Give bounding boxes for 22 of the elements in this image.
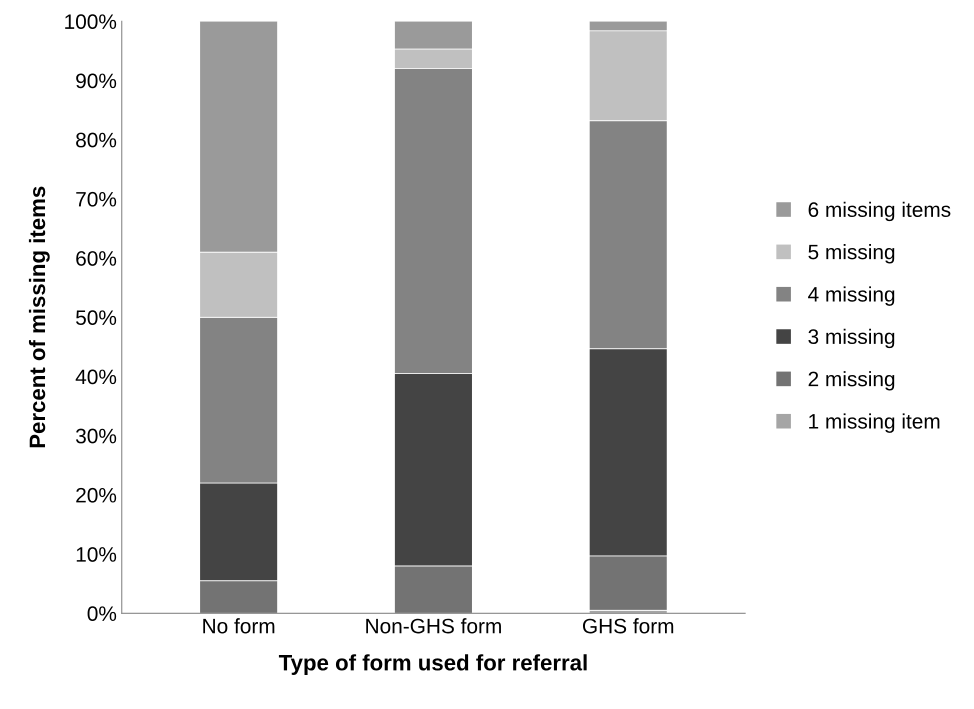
y-tick-label: 30% <box>76 428 116 444</box>
y-tick-label: 90% <box>76 73 116 88</box>
y-tick-label: 10% <box>76 547 116 562</box>
y-tick-label: 80% <box>76 132 116 148</box>
y-tick-label: 20% <box>76 488 116 503</box>
y-tick-label: 100% <box>65 14 116 30</box>
y-tick-label: 60% <box>76 251 116 266</box>
x-tick-label: Non-GHS form <box>366 618 501 634</box>
y-axis-title: Percent of missing items <box>28 186 50 448</box>
legend-label: 5 missing <box>808 244 894 264</box>
legend-label: 6 missing items <box>808 202 950 222</box>
y-tick-label: 40% <box>76 369 116 384</box>
x-axis-title: Type of form used for referral <box>278 654 587 675</box>
legend-label: 4 missing <box>808 286 894 306</box>
legend-label: 2 missing <box>808 371 894 390</box>
legend-label: 3 missing <box>808 328 894 348</box>
x-tick-label: GHS form <box>582 618 674 634</box>
legend-label: 1 missing item <box>809 413 940 433</box>
y-tick-label: 70% <box>76 192 116 207</box>
x-tick-label: No form <box>203 618 274 634</box>
y-tick-label: 0% <box>88 606 116 622</box>
y-tick-label: 50% <box>76 310 116 326</box>
